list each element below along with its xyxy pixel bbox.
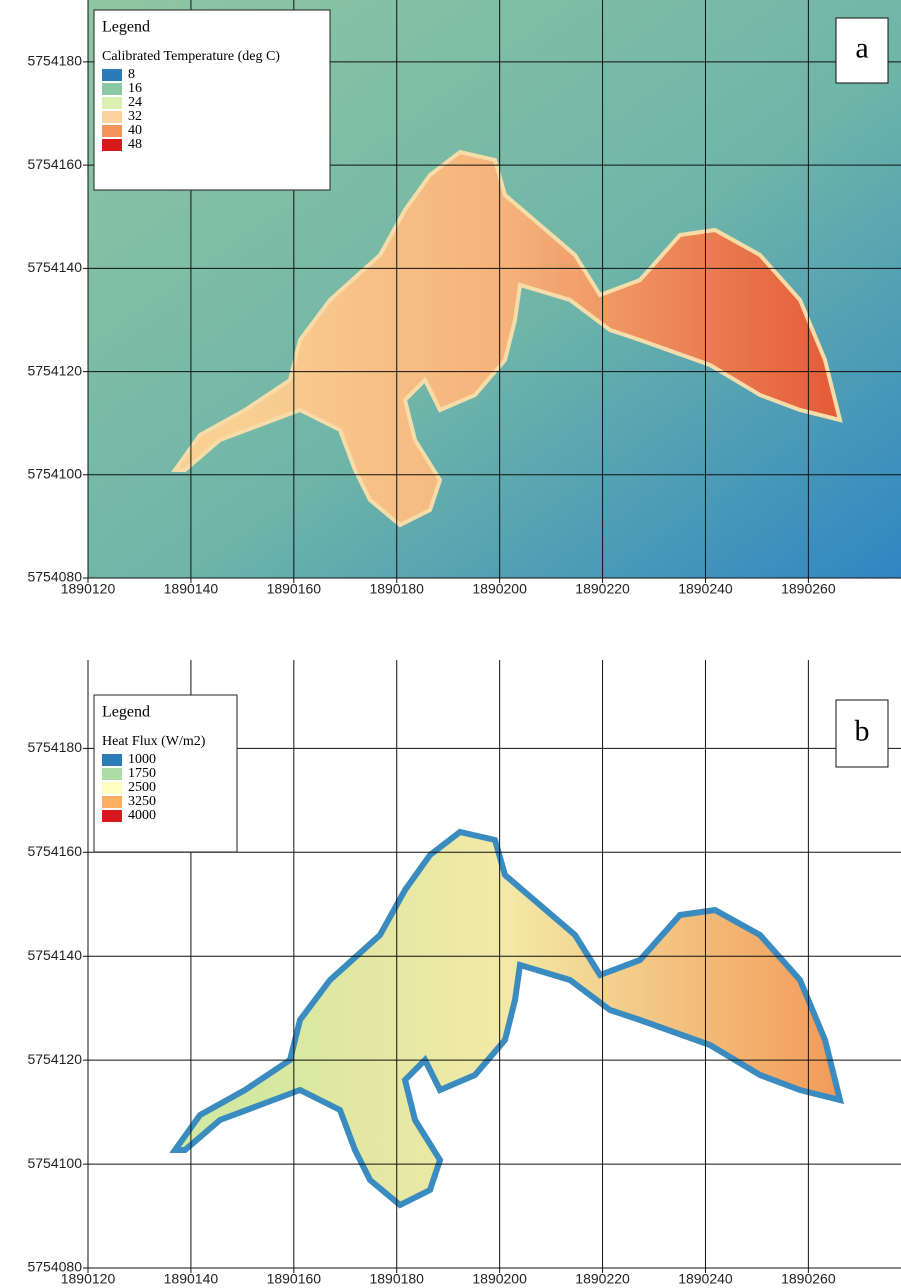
legend-label: 40 [128, 123, 142, 138]
y-tick-label: 5754180 [27, 739, 82, 755]
y-tick-label: 5754080 [27, 569, 82, 585]
y-tick-label: 5754100 [27, 465, 82, 481]
legend-swatch [102, 139, 122, 151]
x-tick-label: 1890180 [369, 1271, 424, 1287]
y-tick-label: 5754120 [27, 1051, 82, 1067]
legend-label: 48 [128, 137, 142, 152]
legend-subtitle: Heat Flux (W/m2) [102, 734, 206, 749]
legend-swatch [102, 810, 122, 822]
legend-swatch [102, 125, 122, 137]
legend-label: 24 [128, 95, 142, 110]
legend-title: Legend [102, 704, 150, 721]
y-tick-label: 5754080 [27, 1259, 82, 1275]
legend-swatch [102, 782, 122, 794]
x-tick-label: 1890240 [678, 1271, 733, 1287]
legend-label: 8 [128, 67, 135, 82]
legend-label: 4000 [128, 808, 156, 823]
legend-label: 1750 [128, 766, 156, 781]
figure: 1890120189014018901601890180189020018902… [0, 0, 901, 1288]
y-tick-label: 5754160 [27, 843, 82, 859]
x-tick-label: 1890140 [164, 581, 219, 597]
legend-swatch [102, 754, 122, 766]
legend-label: 32 [128, 109, 142, 124]
y-tick-label: 5754100 [27, 1155, 82, 1171]
panel-label: a [855, 31, 868, 64]
x-tick-label: 1890200 [472, 1271, 527, 1287]
y-tick-label: 5754160 [27, 156, 82, 172]
x-tick-label: 1890260 [781, 1271, 836, 1287]
x-tick-label: 1890260 [781, 581, 836, 597]
x-tick-label: 1890160 [267, 1271, 322, 1287]
legend-swatch [102, 83, 122, 95]
legend-label: 16 [128, 81, 142, 96]
legend-swatch [102, 97, 122, 109]
x-tick-label: 1890140 [164, 1271, 219, 1287]
legend-label: 2500 [128, 780, 156, 795]
y-tick-label: 5754140 [27, 947, 82, 963]
x-tick-label: 1890240 [678, 581, 733, 597]
legend-swatch [102, 768, 122, 780]
legend-swatch [102, 796, 122, 808]
legend-swatch [102, 69, 122, 81]
legend-title: Legend [102, 19, 150, 36]
x-tick-label: 1890200 [472, 581, 527, 597]
legend-subtitle: Calibrated Temperature (deg C) [102, 49, 280, 64]
legend-label: 1000 [128, 752, 156, 767]
legend-label: 3250 [128, 794, 156, 809]
x-tick-label: 1890220 [575, 1271, 630, 1287]
y-tick-label: 5754180 [27, 53, 82, 69]
panel-label: b [855, 714, 870, 747]
y-tick-label: 5754140 [27, 259, 82, 275]
x-tick-label: 1890180 [369, 581, 424, 597]
legend-swatch [102, 111, 122, 123]
x-tick-label: 1890160 [267, 581, 322, 597]
x-tick-label: 1890220 [575, 581, 630, 597]
y-tick-label: 5754120 [27, 362, 82, 378]
